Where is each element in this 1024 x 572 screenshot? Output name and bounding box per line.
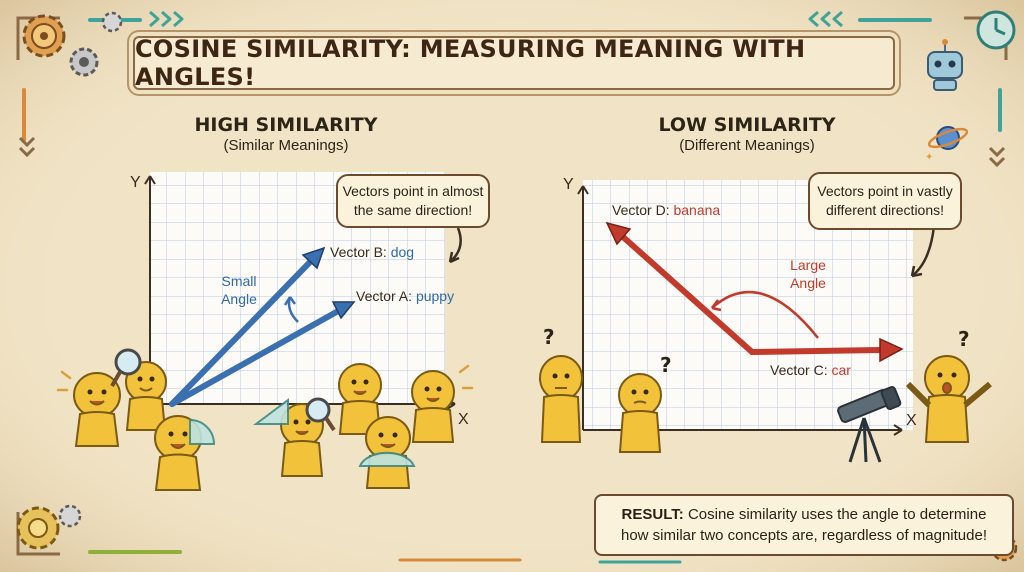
vector-a-label: Vector A: puppy xyxy=(356,288,454,304)
chevron-down-icon xyxy=(18,136,1006,168)
robot-icon xyxy=(927,39,963,91)
left-callout: Vectors point in almost the same directi… xyxy=(336,174,490,228)
left-panel-heading: HIGH SIMILARITY xyxy=(194,114,378,136)
vector-d-arrow xyxy=(605,221,755,355)
vector-c-prefix: Vector C: xyxy=(770,362,832,378)
svg-text:?: ? xyxy=(543,325,555,349)
result-text: RESULT: Cosine similarity uses the angle… xyxy=(606,504,1002,546)
small-angle-arc xyxy=(283,296,299,323)
large-angle-arc xyxy=(711,290,819,339)
protractor-icon xyxy=(189,398,416,467)
character xyxy=(73,372,121,447)
vector-a-arrow xyxy=(169,301,356,407)
gear-icon xyxy=(16,504,82,550)
vector-d-word: banana xyxy=(673,202,721,218)
sparkle-marks xyxy=(56,364,474,392)
vector-a-prefix: Vector A: xyxy=(356,288,416,304)
x-axis-label: X xyxy=(458,411,469,428)
vector-b-word: dog xyxy=(390,244,415,260)
vector-d-prefix: Vector D: xyxy=(612,202,674,218)
svg-text:?: ? xyxy=(660,353,672,377)
y-axis-label: Y xyxy=(130,174,141,191)
character xyxy=(411,370,455,443)
right-panel-subheading: (Different Meanings) xyxy=(679,137,815,154)
page-title: COSINE SIMILARITY: MEASURING MEANING WIT… xyxy=(135,35,806,91)
result-body: Cosine similarity uses the angle to dete… xyxy=(620,506,987,544)
character xyxy=(905,355,992,443)
svg-text:✦: ✦ xyxy=(925,152,933,163)
characters-group-left xyxy=(73,361,455,491)
vector-d-label: Vector D: banana xyxy=(612,202,720,218)
character xyxy=(618,373,662,453)
telescope-icon xyxy=(837,386,902,463)
left-panel-subheading: (Similar Meanings) xyxy=(223,137,349,154)
result-box: RESULT: Cosine similarity uses the angle… xyxy=(594,494,1014,556)
magnifier-icon xyxy=(110,348,142,387)
characters-group-right xyxy=(539,355,992,453)
result-label: RESULT: xyxy=(621,506,684,523)
title-banner: COSINE SIMILARITY: MEASURING MEANING WIT… xyxy=(133,35,895,91)
small-angle-label: Small Angle xyxy=(221,273,257,307)
chevron-right-icon xyxy=(149,10,184,28)
callout-pointer xyxy=(911,225,936,277)
x-axis-label: X xyxy=(906,412,917,429)
right-panel-heading: LOW SIMILARITY xyxy=(658,114,836,136)
character xyxy=(539,355,583,443)
right-callout: Vectors point in vastly different direct… xyxy=(808,172,962,230)
gear-icon xyxy=(22,11,123,77)
vector-c-word: car xyxy=(831,362,851,378)
magnifier-icon xyxy=(305,397,336,432)
vector-a-word: puppy xyxy=(415,288,455,304)
left-coordinate-grid xyxy=(144,172,456,410)
chevron-left-icon xyxy=(808,10,843,28)
planet-icon: ✦ xyxy=(925,126,969,163)
character xyxy=(154,415,202,491)
vector-b-arrow xyxy=(169,246,326,407)
large-angle-label: Large Angle xyxy=(790,257,826,291)
vector-b-prefix: Vector B: xyxy=(330,244,391,260)
question-marks: ? ? ? xyxy=(543,325,970,377)
vector-c-arrow xyxy=(749,337,904,363)
vector-b-label: Vector B: dog xyxy=(330,244,414,260)
vector-c-label: Vector C: car xyxy=(770,362,851,378)
y-axis-label: Y xyxy=(563,176,574,193)
clock-icon xyxy=(976,10,1016,50)
svg-text:?: ? xyxy=(958,327,970,351)
